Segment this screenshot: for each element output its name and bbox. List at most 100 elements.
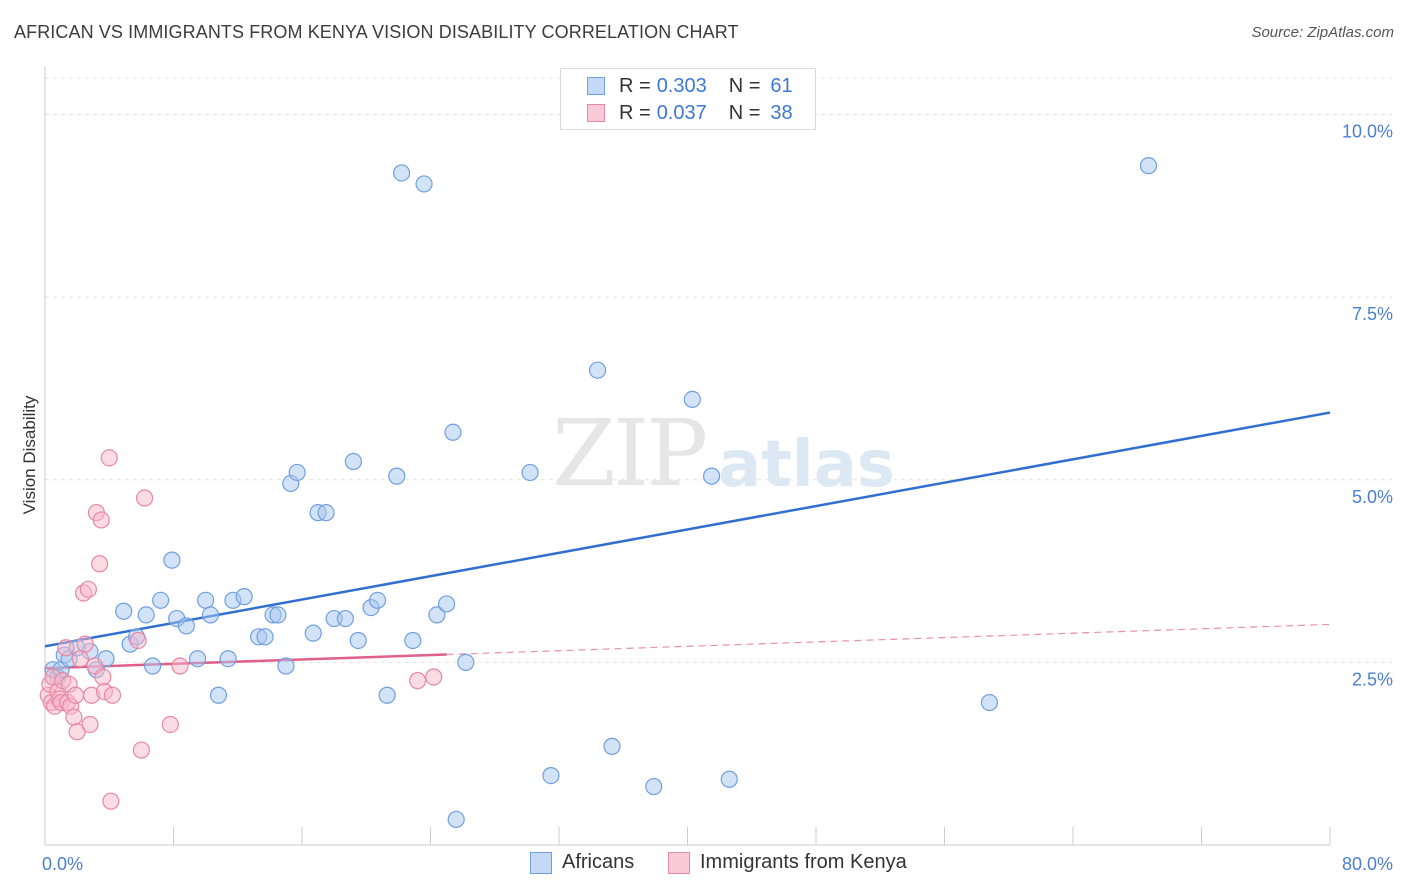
africans-point [588, 361, 607, 379]
kenya-legend-swatch [668, 851, 690, 874]
y-tick-label: 7.5% [1352, 304, 1393, 324]
kenya-point [68, 723, 86, 741]
y-tick-label: 10.0% [1342, 122, 1393, 142]
africans-point [152, 591, 170, 609]
africans-point [720, 770, 738, 788]
chart-title: AFRICAN VS IMMIGRANTS FROM KENYA VISION … [14, 22, 739, 42]
kenya-point [103, 686, 122, 704]
kenya-point [135, 489, 154, 507]
africans-point [392, 164, 411, 182]
r-value: 0.037 [656, 101, 707, 124]
tick-labels: 2.5% 5.0% 7.5% 10.0% 0.0% 80.0% Vision Disabil… [20, 122, 1393, 874]
kenya-swatch [587, 104, 605, 122]
series-legend: Africans Immigrants from Kenya [0, 851, 1406, 877]
africans-point [344, 452, 362, 471]
legend-item-africans[interactable]: Africans [530, 851, 634, 874]
africans-point [349, 631, 367, 650]
legend-row-africans: R = 0.303 N = 61 [587, 73, 793, 99]
watermark-zip: ZIP [552, 400, 708, 507]
kenya-point [79, 580, 97, 598]
kenya-point [65, 708, 83, 726]
kenya-point [91, 555, 109, 573]
r-label: R = [619, 74, 651, 97]
africans-point [317, 504, 335, 522]
axes [44, 66, 1331, 846]
grid-lines [45, 77, 1392, 663]
africans-point [177, 617, 195, 635]
y-axis-title: Vision Disability [20, 395, 39, 514]
r-value: 0.303 [656, 74, 707, 97]
africans-point [980, 693, 999, 712]
kenya-point [129, 631, 147, 650]
kenya-point [161, 715, 179, 734]
y-tick-label: 5.0% [1352, 487, 1393, 507]
africans-point [378, 686, 396, 704]
africans-point [603, 737, 621, 755]
africans-point [404, 631, 422, 650]
data-points [39, 157, 1158, 829]
kenya-point [71, 650, 89, 668]
africans-point [201, 606, 220, 624]
kenya-point [102, 792, 120, 810]
legend-item-kenya[interactable]: Immigrants from Kenya [668, 851, 907, 874]
africans-point [542, 767, 560, 785]
africans-point [197, 591, 215, 609]
legend-label-africans: Africans [562, 851, 635, 873]
n-label: N = [728, 74, 761, 97]
africans-point [188, 650, 207, 668]
kenya-trendline-extension [446, 623, 1331, 656]
kenya-trendline [44, 653, 447, 670]
africans-point [163, 551, 181, 569]
kenya-point [409, 672, 427, 690]
africans-point [1139, 157, 1158, 175]
africans-point [256, 628, 274, 646]
x-tick-label: 80.0% [1342, 854, 1393, 874]
africans-swatch [587, 77, 605, 95]
kenya-point [425, 668, 443, 686]
r-label: R = [619, 101, 651, 124]
kenya-point [132, 741, 150, 759]
africans-point [645, 777, 663, 796]
africans-point [521, 463, 539, 482]
africans-point [137, 606, 155, 624]
africans-point [288, 463, 306, 482]
africans-point [415, 175, 433, 193]
watermark-atlas: atlas [718, 428, 895, 502]
africans-point [702, 467, 721, 485]
africans-point [144, 657, 162, 675]
kenya-point [76, 635, 94, 653]
kenya-point [92, 511, 110, 529]
africans-point [447, 810, 465, 829]
legend-row-kenya: R = 0.037 N = 38 [587, 100, 793, 126]
n-label: N = [728, 101, 761, 124]
correlation-legend: R = 0.303 N = 61 R = 0.037 N = 38 [560, 68, 816, 130]
source-label: Source: ZipAtlas.com [1251, 24, 1394, 41]
africans-point [115, 602, 133, 620]
africans-point [683, 390, 701, 409]
kenya-point [171, 657, 189, 675]
africans-point [388, 467, 406, 485]
x-tick-label: 0.0% [42, 854, 83, 874]
n-value: 61 [770, 74, 793, 97]
kenya-point [81, 715, 99, 734]
y-tick-label: 2.5% [1352, 669, 1393, 689]
n-value: 38 [770, 101, 793, 124]
legend-label-kenya: Immigrants from Kenya [700, 851, 907, 873]
africans-point [269, 606, 287, 624]
africans-point [368, 591, 387, 609]
africans-point [304, 624, 322, 642]
africans-point [235, 588, 253, 606]
africans-point [444, 423, 462, 441]
trend-lines [44, 411, 1331, 670]
africans-point [277, 657, 295, 675]
africans-point [219, 650, 237, 668]
africans-point [428, 606, 446, 624]
kenya-point [94, 668, 112, 686]
kenya-point [57, 639, 75, 657]
africans-point [336, 609, 354, 628]
kenya-point [66, 686, 85, 704]
africans-point [209, 686, 228, 704]
africans-legend-swatch [530, 851, 552, 874]
africans-trendline [44, 411, 1331, 648]
